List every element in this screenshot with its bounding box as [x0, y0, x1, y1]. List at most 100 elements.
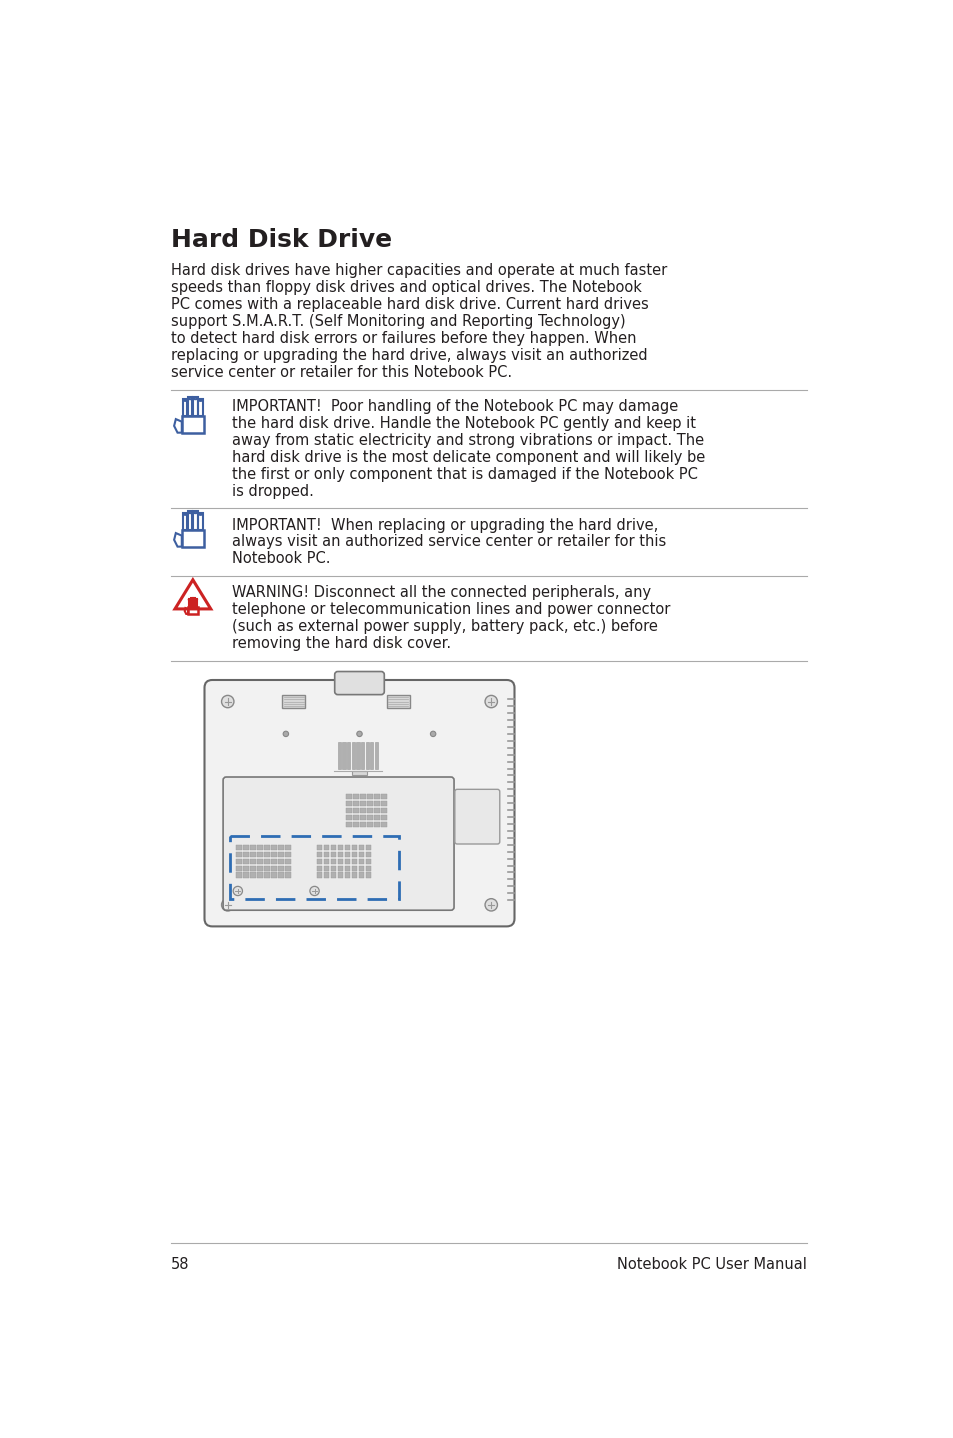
Bar [271, 866, 276, 871]
Circle shape [233, 886, 242, 896]
Bar [358, 858, 364, 864]
FancyBboxPatch shape [223, 777, 454, 910]
Bar [236, 873, 241, 877]
Bar [285, 851, 291, 857]
Bar [367, 821, 373, 827]
Bar [374, 794, 379, 800]
Bar [353, 808, 358, 814]
Circle shape [356, 731, 362, 736]
Bar [367, 815, 373, 820]
Bar [278, 873, 283, 877]
Text: telephone or telecommunication lines and power connector: telephone or telecommunication lines and… [232, 603, 669, 617]
Bar [243, 851, 249, 857]
Bar [271, 844, 276, 850]
Bar [386, 696, 410, 707]
Bar [243, 844, 249, 850]
Circle shape [310, 886, 319, 896]
Bar [257, 873, 262, 877]
Circle shape [430, 731, 436, 736]
Bar [358, 873, 364, 877]
Bar [374, 808, 379, 814]
Bar [337, 742, 340, 769]
Bar [381, 801, 386, 807]
Bar [353, 815, 358, 820]
Bar [257, 844, 262, 850]
Text: PC comes with a replaceable hard disk drive. Current hard drives: PC comes with a replaceable hard disk dr… [171, 298, 648, 312]
Bar [365, 844, 371, 850]
Bar [250, 866, 255, 871]
FancyBboxPatch shape [335, 672, 384, 695]
Bar [367, 808, 373, 814]
Text: speeds than floppy disk drives and optical drives. The Notebook: speeds than floppy disk drives and optic… [171, 280, 641, 295]
Bar [352, 858, 356, 864]
Bar [337, 866, 343, 871]
Bar [374, 815, 379, 820]
Bar [236, 866, 241, 871]
Bar [278, 858, 283, 864]
Bar [264, 851, 270, 857]
Text: the first or only component that is damaged if the Notebook PC: the first or only component that is dama… [232, 467, 697, 482]
Bar [271, 873, 276, 877]
Text: support S.M.A.R.T. (Self Monitoring and Reporting Technology): support S.M.A.R.T. (Self Monitoring and … [171, 315, 625, 329]
Bar [285, 873, 291, 877]
Bar [344, 866, 350, 871]
Bar [337, 851, 343, 857]
Bar [381, 815, 386, 820]
Bar [352, 873, 356, 877]
Bar [381, 808, 386, 814]
Bar [360, 815, 365, 820]
Bar [264, 866, 270, 871]
Circle shape [221, 899, 233, 912]
Bar [250, 858, 255, 864]
Bar [331, 851, 335, 857]
Bar [316, 844, 322, 850]
Text: Hard Disk Drive: Hard Disk Drive [171, 229, 392, 252]
Bar [257, 851, 262, 857]
Text: (such as external power supply, battery pack, etc.) before: (such as external power supply, battery … [232, 620, 657, 634]
Bar [243, 873, 249, 877]
Circle shape [283, 731, 289, 736]
Circle shape [484, 899, 497, 912]
Text: away from static electricity and strong vibrations or impact. The: away from static electricity and strong … [232, 433, 703, 447]
Text: always visit an authorized service center or retailer for this: always visit an authorized service cente… [232, 535, 665, 549]
Text: Notebook PC User Manual: Notebook PC User Manual [617, 1257, 806, 1271]
Bar [346, 821, 352, 827]
Bar [352, 866, 356, 871]
Text: IMPORTANT!  When replacing or upgrading the hard drive,: IMPORTANT! When replacing or upgrading t… [232, 518, 658, 532]
Bar [352, 742, 355, 769]
Bar [358, 844, 364, 850]
Bar [316, 873, 322, 877]
Bar [346, 815, 352, 820]
Bar [370, 742, 373, 769]
Bar [271, 858, 276, 864]
Bar [344, 851, 350, 857]
Bar [285, 866, 291, 871]
Text: Hard disk drives have higher capacities and operate at much faster: Hard disk drives have higher capacities … [171, 263, 667, 279]
Bar [353, 801, 358, 807]
Bar [365, 858, 371, 864]
Text: to detect hard disk errors or failures before they happen. When: to detect hard disk errors or failures b… [171, 331, 636, 347]
Bar [236, 851, 241, 857]
Bar [323, 858, 329, 864]
Bar [365, 851, 371, 857]
Bar [250, 851, 255, 857]
FancyBboxPatch shape [204, 680, 514, 926]
Bar [367, 794, 373, 800]
Bar [347, 742, 350, 769]
Bar [353, 821, 358, 827]
Bar [358, 851, 364, 857]
Text: 58: 58 [171, 1257, 190, 1271]
Text: the hard disk drive. Handle the Notebook PC gently and keep it: the hard disk drive. Handle the Notebook… [232, 416, 695, 431]
Bar [236, 858, 241, 864]
Bar [352, 851, 356, 857]
Bar [282, 696, 305, 707]
Bar [346, 808, 352, 814]
Circle shape [221, 696, 233, 707]
Bar [374, 801, 379, 807]
Bar [264, 858, 270, 864]
Bar [365, 742, 369, 769]
Circle shape [484, 696, 497, 707]
Bar [331, 866, 335, 871]
Bar [243, 858, 249, 864]
Bar [337, 873, 343, 877]
